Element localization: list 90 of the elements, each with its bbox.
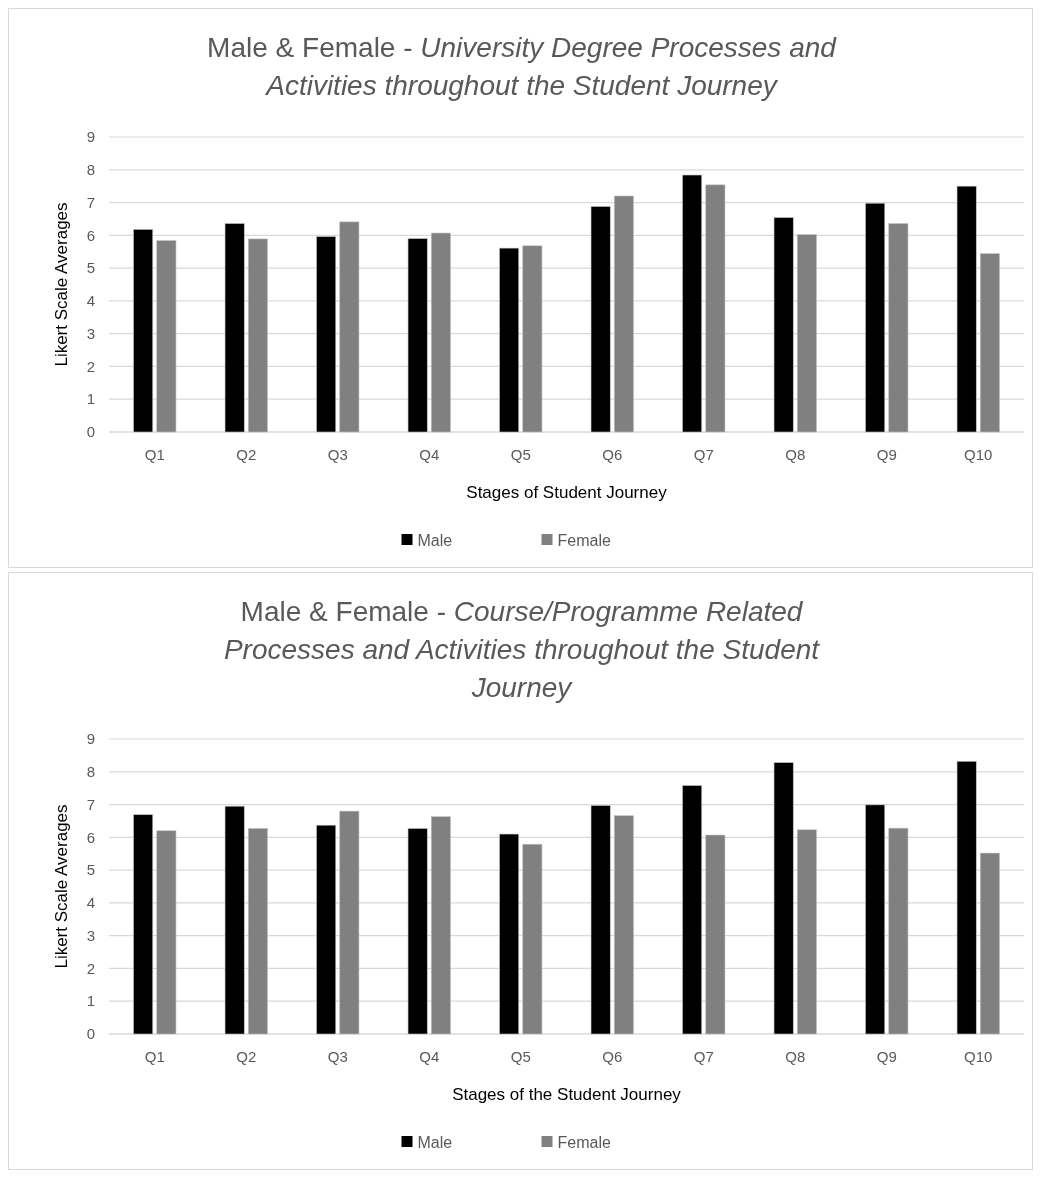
bar — [224, 805, 245, 1035]
x-tick-label: Q3 — [327, 446, 348, 463]
bar — [773, 217, 794, 433]
x-tick-label: Q8 — [785, 1048, 806, 1065]
bar — [247, 828, 268, 1035]
y-tick-label: 1 — [86, 992, 95, 1010]
x-tick-label: Q5 — [510, 1048, 531, 1065]
x-tick-label: Q2 — [236, 446, 257, 463]
x-axis-title: Stages of the Student Journey — [452, 1085, 682, 1104]
y-tick-label: 5 — [86, 861, 95, 879]
bar — [979, 253, 1000, 433]
y-tick-label: 8 — [86, 161, 95, 179]
bar — [156, 830, 177, 1035]
bar — [316, 824, 337, 1035]
y-tick-label: 6 — [86, 828, 95, 846]
bar — [682, 174, 703, 433]
bar — [430, 816, 451, 1035]
bar — [430, 232, 451, 433]
x-tick-label: Q5 — [510, 446, 531, 463]
bar — [499, 833, 520, 1035]
bar — [888, 827, 909, 1035]
y-tick-label: 9 — [86, 730, 95, 748]
bar — [865, 202, 886, 433]
y-tick-label: 7 — [86, 193, 95, 211]
legend-label: Male — [417, 1133, 453, 1151]
x-tick-label: Q10 — [964, 1048, 993, 1065]
bar — [956, 760, 977, 1035]
x-tick-label: Q2 — [236, 1048, 257, 1065]
bar — [407, 238, 428, 433]
x-tick-label: Q9 — [876, 1048, 897, 1065]
x-tick-label: Q1 — [144, 446, 165, 463]
y-tick-label: 8 — [86, 763, 95, 781]
y-tick-label: 0 — [86, 1025, 95, 1043]
y-tick-label: 7 — [86, 795, 95, 813]
y-tick-label: 4 — [86, 894, 95, 912]
y-tick-label: 3 — [86, 926, 95, 944]
bar — [590, 805, 611, 1035]
y-tick-label: 2 — [86, 959, 95, 977]
bar — [316, 236, 337, 433]
x-tick-label: Q1 — [144, 1048, 165, 1065]
legend-label: Female — [557, 1133, 611, 1151]
y-tick-label: 1 — [86, 390, 95, 408]
bar — [865, 804, 886, 1035]
bar — [133, 814, 154, 1035]
bar — [705, 834, 726, 1035]
x-tick-label: Q4 — [419, 1048, 440, 1065]
bar — [224, 223, 245, 433]
bar — [522, 245, 543, 433]
bar — [590, 206, 611, 433]
bar — [522, 843, 543, 1035]
x-tick-label: Q10 — [964, 446, 993, 463]
bar — [339, 221, 360, 433]
bar — [407, 828, 428, 1035]
x-tick-label: Q4 — [419, 446, 440, 463]
chart-title: Male & Female - Course/Programme Related Processes and Activities throughout the Student Journey — [223, 596, 820, 703]
bar — [888, 223, 909, 433]
bar — [613, 195, 634, 433]
y-tick-label: 2 — [86, 357, 95, 375]
bar — [247, 238, 268, 433]
legend-label: Female — [557, 531, 611, 549]
y-tick-label: 0 — [86, 423, 95, 441]
x-axis-title: Stages of Student Journey — [466, 483, 668, 502]
y-tick-label: 4 — [86, 292, 95, 310]
bar — [156, 240, 177, 433]
bar — [796, 829, 817, 1035]
bar — [339, 810, 360, 1035]
bar — [133, 229, 154, 433]
y-axis-title: Likert Scale Averages — [52, 804, 71, 969]
y-tick-label: 3 — [86, 324, 95, 342]
chart-title: Male & Female - University Degree Processes and Activities throughout the Student Journey — [207, 32, 836, 101]
legend-label: Male — [417, 531, 453, 549]
bar — [796, 234, 817, 433]
bar — [956, 185, 977, 433]
bar — [705, 184, 726, 433]
bar — [979, 852, 1000, 1035]
bar — [773, 762, 794, 1035]
y-tick-label: 6 — [86, 226, 95, 244]
bar — [499, 247, 520, 433]
x-tick-label: Q3 — [327, 1048, 348, 1065]
x-tick-label: Q9 — [876, 446, 897, 463]
x-tick-label: Q7 — [693, 1048, 714, 1065]
x-tick-label: Q6 — [602, 1048, 623, 1065]
y-tick-label: 9 — [86, 128, 95, 146]
y-axis-title: Likert Scale Averages — [52, 202, 71, 367]
x-tick-label: Q7 — [693, 446, 714, 463]
y-tick-label: 5 — [86, 259, 95, 277]
x-tick-label: Q6 — [602, 446, 623, 463]
bar — [682, 785, 703, 1035]
bar — [613, 815, 634, 1035]
x-tick-label: Q8 — [785, 446, 806, 463]
